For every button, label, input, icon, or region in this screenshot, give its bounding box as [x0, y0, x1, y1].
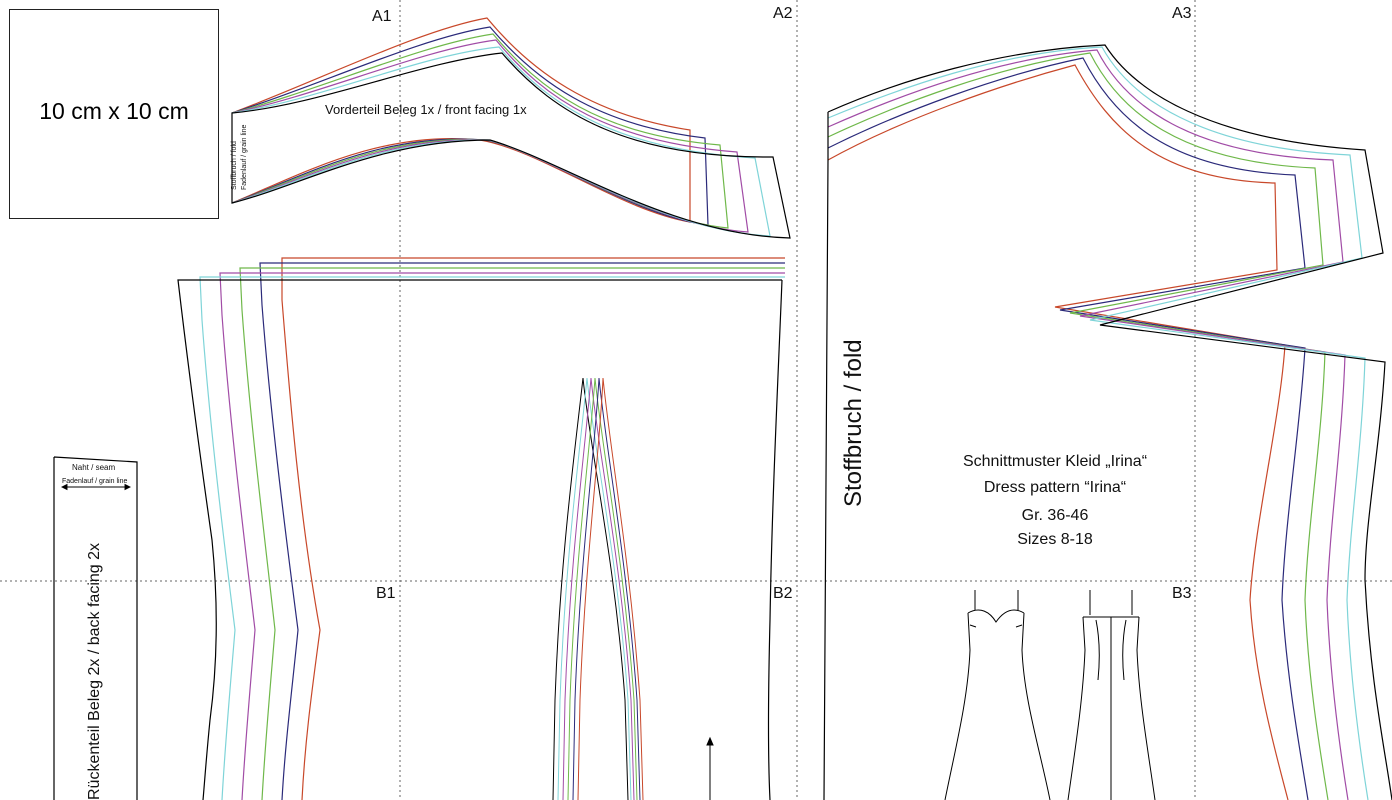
front-facing-size-36	[231, 52, 791, 239]
front-bodice-piece	[823, 44, 1392, 800]
back-facing-title: Rückenteil Beleg 2x / back facing 2x	[86, 542, 103, 800]
front-facing-size-40	[231, 39, 749, 233]
dress-sketch-front	[944, 590, 1051, 800]
skirt-size-42	[239, 267, 785, 800]
dress-sketch-back	[1067, 590, 1156, 800]
front-facing-piece	[231, 17, 791, 239]
tile-label-a3: A3	[1172, 5, 1192, 22]
skirt-grain-arrow	[706, 736, 714, 800]
back-facing-seam-label: Naht / seam	[72, 463, 116, 472]
back-facing-grain-label: Fadenlauf / grain line	[62, 478, 128, 485]
front-facing-grain-label: Fadenlauf / grain line	[241, 124, 248, 190]
info-sizes-en: Sizes 8-18	[1017, 531, 1093, 548]
back-facing-piece	[53, 456, 138, 800]
bodice-size-46	[827, 64, 1289, 800]
front-facing-size-46	[231, 17, 691, 223]
skirt-size-38	[199, 276, 785, 800]
skirt-size-46	[281, 257, 785, 800]
back-facing-grain-arrow	[60, 483, 132, 491]
front-bodice-fold-label: Stoffbruch / fold	[840, 339, 867, 507]
info-title-de: Schnittmuster Kleid „Irina“	[962, 453, 1148, 470]
scale-test-square: 10 cm x 10 cm	[9, 9, 219, 219]
info-sizes-de: Gr. 36-46	[1021, 507, 1089, 524]
skirt-size-36	[177, 279, 783, 800]
scale-label: 10 cm x 10 cm	[39, 98, 189, 124]
skirt-size-40	[219, 272, 785, 800]
tile-label-b3: B3	[1172, 585, 1192, 602]
skirt-dart	[552, 377, 644, 800]
tile-label-a1: A1	[372, 8, 392, 25]
front-facing-size-42	[231, 33, 729, 229]
skirt-piece	[177, 257, 785, 800]
front-facing-size-44	[231, 26, 709, 226]
bodice-size-42	[827, 52, 1329, 800]
front-facing-fold-label: Stoffbruch / fold	[231, 141, 238, 190]
tile-label-a2: A2	[773, 5, 793, 22]
bodice-size-36	[823, 44, 1392, 800]
bodice-size-40	[827, 49, 1349, 800]
tile-label-b1: B1	[376, 585, 396, 602]
skirt-size-44	[259, 262, 785, 800]
bodice-size-38	[827, 46, 1369, 800]
front-facing-size-38	[231, 46, 771, 237]
front-facing-title: Vorderteil Beleg 1x / front facing 1x	[325, 102, 527, 117]
info-title-en: Dress pattern “Irina“	[983, 479, 1127, 496]
bodice-size-44	[827, 57, 1309, 800]
tile-label-b2: B2	[773, 585, 793, 602]
